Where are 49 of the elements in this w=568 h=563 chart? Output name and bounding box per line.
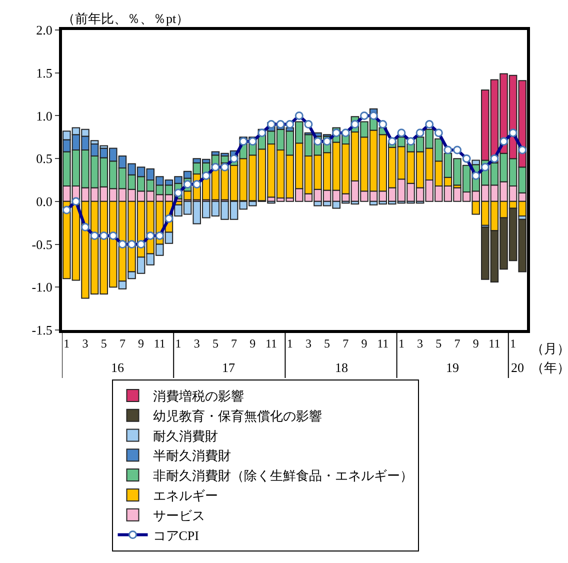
x-tick-label: 9 xyxy=(250,336,256,350)
x-tick-label: 5 xyxy=(100,336,107,350)
legend-label: 消費増税の影響 xyxy=(152,388,244,404)
legend-label: 半耐久消費財 xyxy=(152,448,231,464)
x-tick-label: 7 xyxy=(342,336,349,350)
text: 16 xyxy=(111,360,124,375)
x-tick-label: 9 xyxy=(361,336,368,350)
x-tick-label: 1 xyxy=(64,336,70,350)
x-tick-label: 7 xyxy=(454,336,460,350)
y-tick-label: 0.5 xyxy=(36,151,52,166)
x-tick-label: 3 xyxy=(194,336,200,350)
legend-label: エネルギー xyxy=(152,488,218,504)
y-tick-label: -0.5 xyxy=(32,236,52,252)
x-tick-label: 3 xyxy=(82,336,88,350)
x-tick-label: 3 xyxy=(305,336,312,350)
text: 19 xyxy=(446,360,459,375)
x-tick-label: 1 xyxy=(398,336,404,350)
x-axis-title: （月） xyxy=(531,341,568,356)
legend-label: 非耐久消費財（除く生鮮食品・エネルギー） xyxy=(152,468,413,484)
text: 20 xyxy=(511,360,524,375)
x-tick-label: 3 xyxy=(417,336,424,350)
x-tick-label: 1 xyxy=(175,336,182,350)
x-tick-label: 9 xyxy=(472,336,479,350)
x-tick-label: 5 xyxy=(436,336,442,350)
legend-label: コアCPI xyxy=(152,528,199,543)
x-tick-label: 5 xyxy=(324,336,330,350)
y-tick-label: 1.5 xyxy=(36,65,52,80)
x-tick-label: 7 xyxy=(119,336,126,350)
x-tick-label: 7 xyxy=(231,336,238,350)
x-tick-label: 1 xyxy=(286,336,293,350)
legend-label: 幼児教育・保育無償化の影響 xyxy=(152,408,322,424)
y-tick-label: 0.0 xyxy=(36,194,52,209)
text: 18 xyxy=(335,360,348,375)
x-tick-label: 5 xyxy=(212,336,218,350)
legend-label: 耐久消費財 xyxy=(152,428,218,444)
x-tick-label: 1 xyxy=(510,336,516,350)
y-tick-label: 1.0 xyxy=(36,108,52,124)
y-tick-label: -1.0 xyxy=(32,280,52,295)
legend-label: サービス xyxy=(152,508,205,523)
y-axis-title: （前年比、％、％pt） xyxy=(62,11,190,26)
y-tick-label: 2.0 xyxy=(36,22,52,38)
x-tick-label: 11 xyxy=(488,336,500,350)
y-tick-label: -1.5 xyxy=(32,322,52,338)
x-tick-label: 11 xyxy=(265,336,278,350)
x-tick-label: 9 xyxy=(138,336,144,350)
x-tick-label: 11 xyxy=(154,336,166,350)
text: 17 xyxy=(222,360,236,375)
text: （年） xyxy=(531,360,568,375)
x-tick-label: 11 xyxy=(377,336,389,350)
